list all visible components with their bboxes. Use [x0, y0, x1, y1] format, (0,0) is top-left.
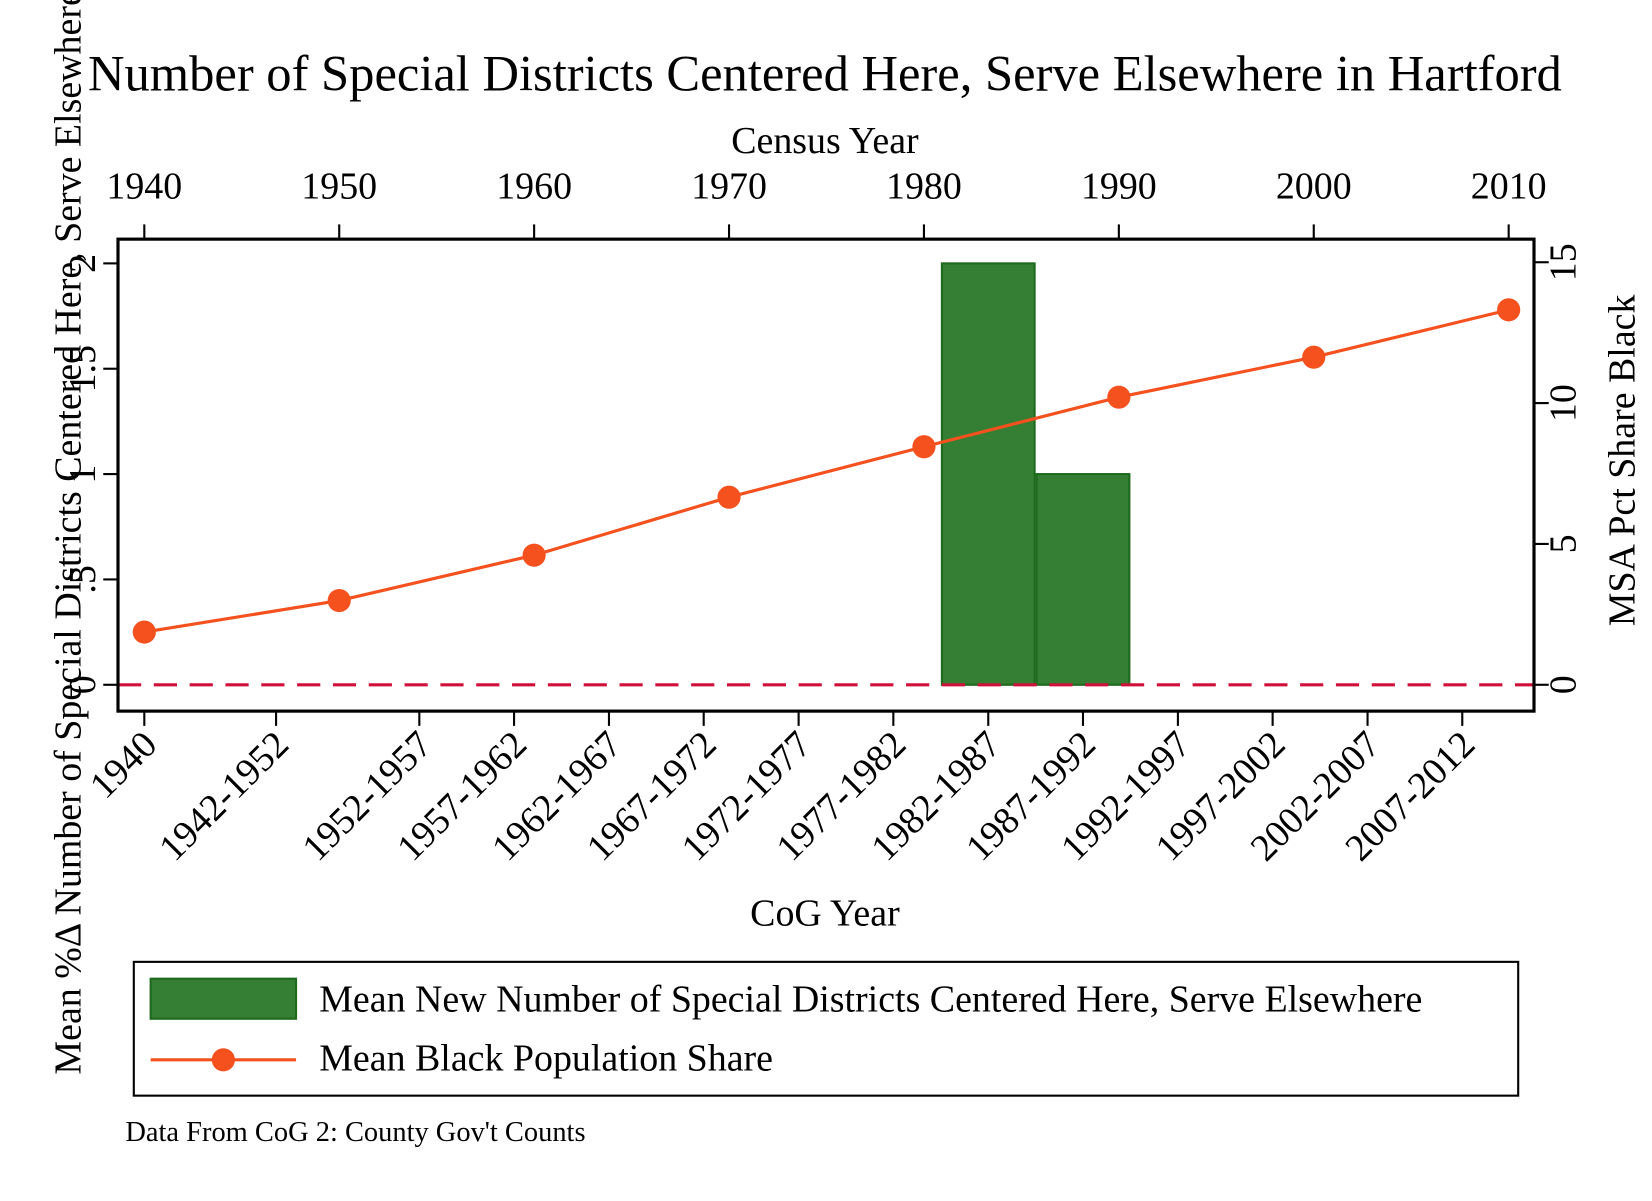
line	[144, 308, 1510, 634]
x2-tick-label: 2010	[1471, 165, 1547, 207]
bar	[1035, 473, 1131, 686]
line-marker	[327, 588, 351, 613]
y2-tick-label: 0	[1542, 675, 1584, 694]
line-marker	[522, 543, 546, 567]
legend-label: Mean Black Population Share	[319, 1038, 773, 1080]
y-tick-label: 0	[62, 675, 104, 694]
x2-tick-label: 1980	[886, 165, 962, 207]
x-tick-label: 1942-1952	[151, 723, 297, 869]
x-tick-label: 1940	[82, 723, 165, 806]
line-marker	[132, 620, 156, 644]
x2-axis-title: Census Year	[731, 120, 919, 162]
plot-frame	[116, 237, 1536, 713]
x2-tick-label: 1950	[301, 165, 377, 207]
line-marker	[1107, 385, 1131, 409]
x2-tick-label: 2000	[1276, 165, 1352, 207]
legend-marker	[211, 1048, 235, 1072]
x2-tick-label: 1970	[691, 165, 767, 207]
legend-label: Mean New Number of Special Districts Cen…	[319, 979, 1422, 1021]
chart-title: Number of Special Districts Centered Her…	[88, 46, 1562, 102]
y-tick-label: 1	[62, 465, 104, 484]
line-marker	[1497, 298, 1521, 322]
y2-tick-label: 5	[1542, 534, 1584, 553]
y-tick-label: .5	[62, 565, 104, 593]
line-marker	[1302, 345, 1326, 369]
x2-tick-label: 1940	[106, 165, 182, 207]
legend-box	[132, 960, 1520, 1097]
bar	[940, 262, 1036, 686]
line-marker	[912, 435, 936, 459]
note: Data From CoG 2: County Gov't Counts	[125, 1117, 585, 1148]
y-axis-title: Mean %Δ Number of Special Districts Cent…	[47, 0, 89, 1075]
x2-tick-label: 1990	[1081, 165, 1157, 207]
legend-swatch	[149, 977, 298, 1020]
y-tick-label: 2	[62, 254, 104, 273]
x2-tick-label: 1960	[496, 165, 572, 207]
y2-axis-title: MSA Pct Share Black	[1601, 295, 1643, 627]
y2-tick-label: 10	[1542, 384, 1584, 422]
y2-tick-label: 15	[1542, 243, 1584, 281]
y-tick-label: 1.5	[62, 345, 104, 392]
x-axis-title: CoG Year	[750, 892, 900, 934]
line-marker	[717, 485, 741, 509]
